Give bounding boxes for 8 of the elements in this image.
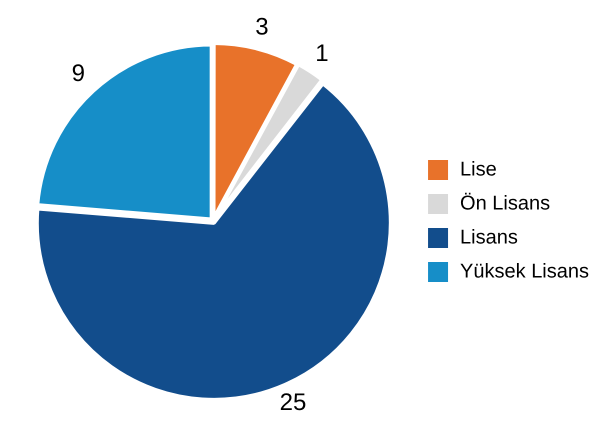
legend-label: Lisans xyxy=(460,226,518,249)
data-label: 9 xyxy=(72,60,85,88)
data-label: 1 xyxy=(315,40,329,68)
data-label: 25 xyxy=(280,388,306,416)
data-label: 3 xyxy=(255,14,269,41)
legend-label: Ön Lisans xyxy=(460,192,550,215)
legend-label: Lise xyxy=(460,158,497,181)
legend-label: Yüksek Lisans xyxy=(460,260,590,283)
